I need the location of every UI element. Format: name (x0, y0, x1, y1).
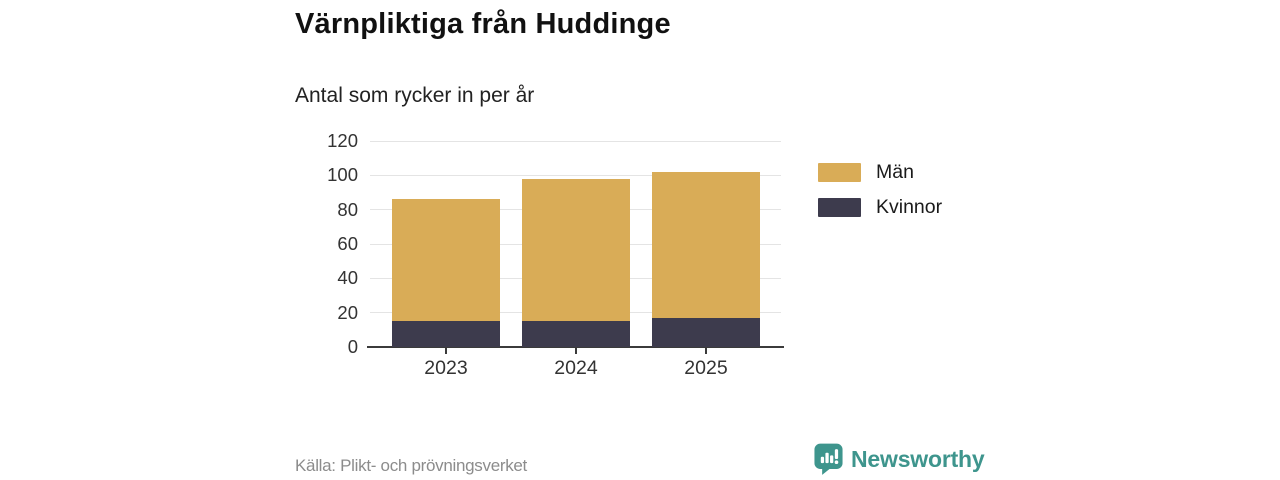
x-tick-label-2023: 2023 (424, 357, 468, 379)
legend-item-women: Kvinnor (818, 196, 942, 219)
chart-subtitle: Antal som rycker in per år (295, 84, 535, 107)
bar-2023-kvinnor (392, 321, 500, 347)
legend-label-men: Män (876, 161, 914, 183)
x-tick-label-2025: 2025 (684, 357, 728, 379)
newsworthy-wordmark: Newsworthy (851, 446, 985, 472)
legend-swatch-women (818, 198, 861, 217)
newsworthy-logo: Newsworthy (814, 443, 985, 476)
bar-2024-kvinnor (522, 321, 630, 347)
gridline-120 (370, 140, 781, 142)
bar-2025-kvinnor (652, 317, 760, 347)
y-tick-label-20: 20 (337, 301, 358, 323)
y-tick-label-80: 80 (337, 198, 358, 220)
bar-chart-plot-area: 0 20 40 60 80 100 120 2023 2024 2025 (327, 131, 784, 379)
newsworthy-badge-icon (814, 443, 843, 475)
x-tick-label-2024: 2024 (554, 357, 598, 379)
legend-label-women: Kvinnor (876, 196, 943, 218)
bar-2025-män (652, 171, 760, 318)
bar-2024-män (522, 178, 630, 322)
source-attribution: Källa: Plikt- och prövningsverket (295, 456, 527, 475)
y-tick-label-60: 60 (337, 233, 358, 254)
x-tick-2024 (575, 347, 577, 354)
legend-item-men: Män (818, 161, 942, 184)
y-tick-label-0: 0 (347, 336, 358, 357)
y-tick-label-120: 120 (327, 130, 358, 151)
bar-2023-män (392, 199, 500, 322)
y-tick-label-40: 40 (337, 267, 358, 289)
chart-legend: Män Kvinnor (818, 161, 942, 231)
y-tick-label-100: 100 (327, 164, 358, 186)
chart-title: Värnpliktiga från Huddinge (295, 8, 671, 40)
gridline-100 (370, 174, 781, 176)
x-tick-2023 (445, 347, 447, 354)
x-tick-2025 (705, 347, 707, 354)
legend-swatch-men (818, 163, 861, 182)
